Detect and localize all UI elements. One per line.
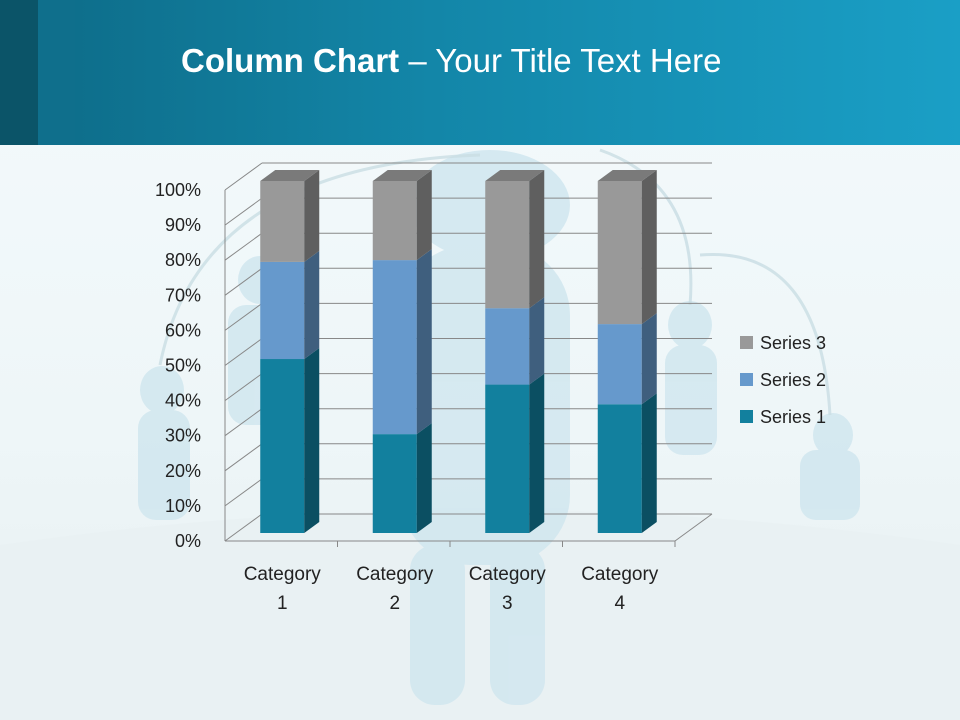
bar-segment: [260, 250, 320, 360]
legend-swatch: [740, 336, 753, 349]
bar-segment: [485, 373, 545, 533]
y-tick-label: 0%: [175, 531, 201, 551]
bar-top: [260, 170, 320, 181]
y-tick-label: 60%: [165, 320, 201, 340]
gridline-wall: [224, 373, 263, 402]
x-tick-label: 4: [614, 593, 625, 614]
bar-segment: [485, 297, 545, 385]
slide-header: Column Chart – Your Title Text Here: [0, 0, 960, 145]
bar-segment: [260, 348, 320, 533]
legend-label: Series 2: [760, 370, 826, 390]
legend-label: Series 1: [760, 407, 826, 427]
x-tick-label: Category: [469, 564, 547, 585]
bar-side: [641, 393, 657, 533]
bar-front: [372, 260, 417, 435]
y-tick-label: 10%: [165, 496, 201, 516]
bar-segment: [372, 423, 432, 533]
legend-label: Series 3: [760, 333, 826, 353]
bar-front: [485, 308, 530, 385]
bar-front: [372, 181, 417, 261]
x-tick-label: Category: [581, 564, 659, 585]
gridline-wall: [224, 162, 263, 191]
y-tick-label: 50%: [165, 356, 201, 376]
gridline-wall: [224, 478, 263, 507]
bar-side: [416, 423, 432, 533]
y-tick-label: 30%: [165, 426, 201, 446]
y-tick-label: 90%: [165, 215, 201, 235]
x-tick-label: 1: [277, 593, 288, 614]
gridline-wall: [224, 197, 263, 226]
gridline-wall: [224, 443, 263, 472]
bar-front: [597, 324, 642, 405]
bar-side: [304, 348, 320, 533]
y-tick-label: 40%: [165, 391, 201, 411]
bar-segment: [597, 313, 657, 405]
gridline-wall: [224, 267, 263, 296]
bar-side: [641, 170, 657, 325]
x-tick-label: 2: [389, 593, 400, 614]
bar-front: [260, 181, 305, 262]
bar-top: [597, 170, 657, 181]
decor-square: [38, 0, 75, 145]
bar-front: [372, 434, 417, 533]
gridline-wall: [224, 408, 263, 437]
legend-swatch: [740, 410, 753, 423]
bar-side: [529, 373, 545, 533]
bar-side: [641, 313, 657, 405]
x-tick-label: 3: [502, 593, 513, 614]
bar-side: [416, 249, 432, 435]
legend-swatch: [740, 373, 753, 386]
bar-top: [372, 170, 432, 181]
x-tick-label: Category: [244, 564, 322, 585]
decor-square: [0, 0, 38, 145]
bar-side: [529, 170, 545, 309]
bar-front: [260, 359, 305, 533]
bar-segment: [597, 393, 657, 533]
y-tick-label: 100%: [155, 180, 201, 200]
bar-side: [529, 297, 545, 385]
gridline-wall: [224, 513, 263, 542]
gridline-wall: [224, 338, 263, 366]
y-tick-label: 70%: [165, 285, 201, 305]
bar-segment: [485, 170, 545, 309]
slide-title: Column Chart – Your Title Text Here: [181, 42, 722, 79]
y-tick-label: 80%: [165, 250, 201, 270]
bar-front: [485, 384, 530, 533]
bar-segment: [372, 170, 432, 261]
bar-segment: [260, 170, 320, 262]
gridline-wall: [224, 232, 263, 261]
bar-front: [597, 404, 642, 533]
bar-side: [416, 170, 432, 261]
bar-segment: [372, 249, 432, 435]
bar-front: [597, 181, 642, 325]
bar-front: [260, 261, 305, 360]
x-tick-label: Category: [356, 564, 434, 585]
bar-top: [485, 170, 545, 181]
bar-side: [304, 250, 320, 360]
gridline-wall: [224, 302, 263, 331]
bar-side: [304, 170, 320, 262]
bar-front: [485, 181, 530, 309]
y-tick-label: 20%: [165, 461, 201, 481]
floor-edge: [674, 513, 713, 542]
bar-segment: [597, 170, 657, 325]
